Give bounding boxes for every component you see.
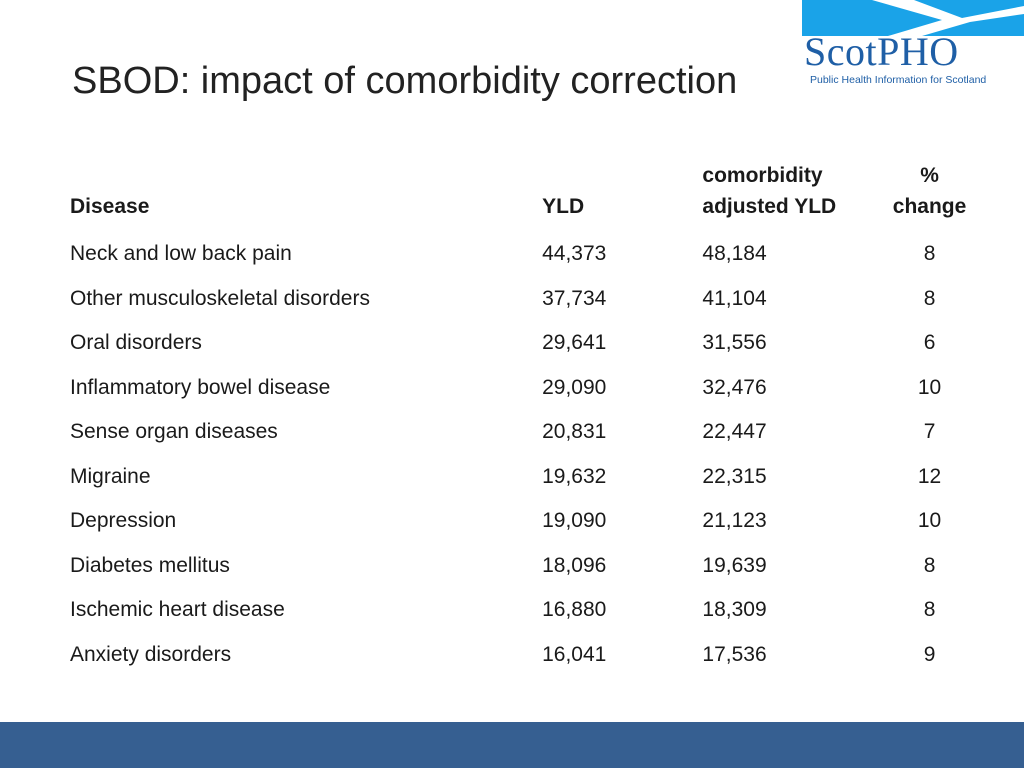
comorbidity-table: Disease YLD comorbidity adjusted YLD % c… — [62, 160, 982, 677]
cell-percent-change: 6 — [923, 331, 936, 354]
header-disease: Disease — [70, 195, 150, 218]
cell-adjusted-yld: 31,556 — [702, 331, 767, 354]
cell-adjusted-yld: 22,447 — [702, 420, 767, 443]
cell-disease: Diabetes mellitus — [70, 553, 230, 577]
cell-yld: 37,734 — [542, 286, 607, 310]
table-row: Oral disorders 29,641 31,556 6 — [62, 321, 982, 366]
header-adjusted-line2: adjusted YLD — [702, 195, 837, 218]
cell-percent-change: 10 — [917, 375, 942, 399]
header-adjusted-yld: comorbidity adjusted YLD — [694, 160, 877, 232]
cell-adjusted-yld: 19,639 — [702, 553, 767, 577]
cell-percent-change: 8 — [923, 286, 936, 310]
cell-disease: Neck and low back pain — [70, 242, 292, 265]
table-row: Neck and low back pain 44,373 48,184 8 — [62, 232, 982, 277]
cell-disease: Oral disorders — [70, 331, 202, 354]
cell-disease: Depression — [70, 509, 177, 532]
cell-disease: Inflammatory bowel disease — [70, 375, 331, 399]
table-row: Inflammatory bowel disease 29,090 32,476 10 — [62, 366, 982, 411]
cell-disease: Ischemic heart disease — [70, 598, 285, 621]
cell-adjusted-yld: 22,315 — [702, 464, 767, 488]
cell-disease: Sense organ diseases — [70, 420, 278, 443]
cell-percent-change: 7 — [923, 420, 936, 443]
cell-yld: 18,096 — [542, 553, 607, 577]
header-yld: YLD — [542, 195, 585, 218]
cell-percent-change: 12 — [917, 464, 942, 488]
table-body: Neck and low back pain 44,373 48,184 8 Other… — [62, 232, 982, 677]
table-header-row: Disease YLD comorbidity adjusted YLD % c… — [62, 160, 982, 232]
table-row: Diabetes mellitus 18,096 19,639 8 — [62, 544, 982, 589]
scotpho-logo: ScotPHO Public Health Information for Sc… — [802, 0, 1024, 92]
table-row: Anxiety disorders 16,041 17,536 9 — [62, 633, 982, 678]
logo-wordmark: ScotPHO — [804, 29, 959, 74]
table-row: Sense organ diseases 20,831 22,447 7 — [62, 410, 982, 455]
cell-disease: Migraine — [70, 464, 151, 488]
table-row: Migraine 19,632 22,315 12 — [62, 455, 982, 500]
footer-bar — [0, 722, 1024, 768]
logo-tagline: Public Health Information for Scotland — [810, 74, 987, 86]
cell-yld: 19,632 — [542, 464, 607, 488]
saltire-flag-icon — [802, 0, 1024, 36]
cell-percent-change: 8 — [923, 242, 936, 265]
header-percent-change: % change — [877, 160, 982, 232]
cell-percent-change: 9 — [923, 642, 936, 666]
cell-adjusted-yld: 18,309 — [702, 598, 767, 621]
cell-adjusted-yld: 48,184 — [702, 242, 767, 265]
cell-yld: 20,831 — [542, 420, 607, 443]
cell-adjusted-yld: 41,104 — [702, 286, 767, 310]
header-change-line2: change — [892, 195, 967, 218]
cell-yld: 16,041 — [542, 642, 607, 666]
cell-disease: Anxiety disorders — [70, 642, 232, 666]
cell-yld: 19,090 — [542, 509, 607, 532]
cell-yld: 29,641 — [542, 331, 607, 354]
cell-yld: 44,373 — [542, 242, 607, 265]
slide-title: SBOD: impact of comorbidity correction — [72, 60, 738, 102]
cell-yld: 16,880 — [542, 598, 607, 621]
header-adjusted-line1: comorbidity — [702, 164, 823, 187]
cell-percent-change: 10 — [917, 509, 942, 532]
cell-adjusted-yld: 32,476 — [702, 375, 767, 399]
table-row: Depression 19,090 21,123 10 — [62, 499, 982, 544]
cell-yld: 29,090 — [542, 375, 607, 399]
header-change-line1: % — [920, 164, 939, 187]
table-row: Other musculoskeletal disorders 37,734 41,… — [62, 277, 982, 322]
cell-adjusted-yld: 21,123 — [702, 509, 767, 532]
cell-disease: Other musculoskeletal disorders — [70, 286, 370, 310]
cell-percent-change: 8 — [923, 598, 936, 621]
cell-adjusted-yld: 17,536 — [702, 642, 767, 666]
cell-percent-change: 8 — [923, 553, 936, 577]
table-row: Ischemic heart disease 16,880 18,309 8 — [62, 588, 982, 633]
